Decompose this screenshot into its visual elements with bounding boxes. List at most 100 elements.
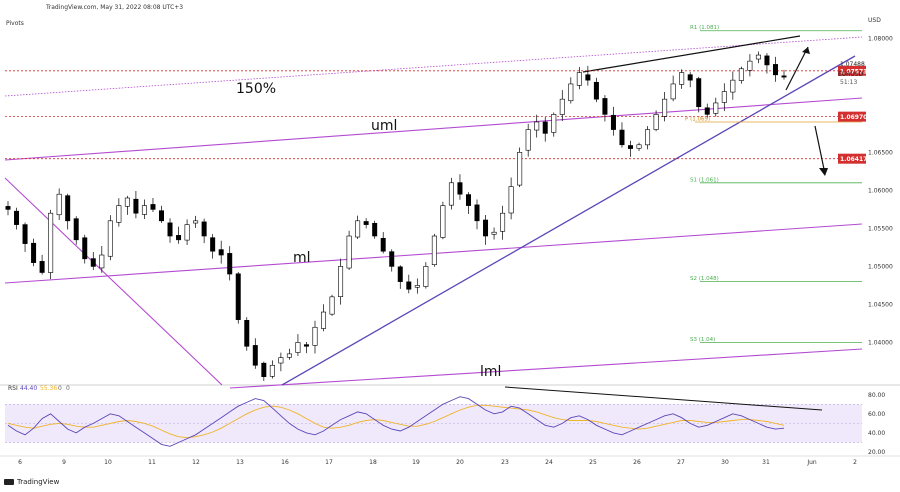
y-tick-label: 1.04500 (868, 301, 893, 308)
candle-body (423, 266, 429, 287)
candle-body (602, 98, 608, 115)
x-tick-label: 26 (633, 459, 641, 466)
candle-body (90, 258, 96, 267)
candle-body (363, 221, 369, 225)
candle-body (269, 364, 275, 377)
candle-body (355, 220, 361, 238)
pivot-level-label: S3 (1.04) (690, 337, 715, 343)
candle-body (261, 362, 267, 377)
level-price-tag (838, 65, 866, 76)
candle-body (107, 220, 113, 257)
down-arrow-head (819, 168, 828, 176)
candle-body (406, 281, 412, 290)
candle-body (414, 285, 420, 288)
candle-body (491, 231, 497, 235)
candle-body (184, 224, 190, 241)
upper-median-line (4, 97, 863, 161)
candle-body (5, 206, 11, 210)
x-tick-label: 16 (281, 459, 289, 466)
x-tick-label: 11 (148, 459, 156, 466)
candle-body (295, 342, 301, 353)
candle-body (124, 197, 130, 207)
candle-body (508, 186, 514, 214)
rsi-header-value: RSI (8, 385, 18, 392)
bar-countdown: 51:13 (840, 79, 857, 86)
candle-body (551, 114, 557, 133)
candle-body (158, 210, 164, 222)
candle-body (525, 129, 531, 151)
candle-body (431, 235, 437, 265)
candle-body (457, 182, 463, 195)
candle-body (687, 74, 693, 81)
candle-body (218, 249, 224, 256)
ascending-trendline (281, 55, 856, 386)
x-tick-label: Jun (806, 459, 817, 466)
y-tick-label: 1.04000 (868, 339, 893, 346)
candle-body (31, 242, 37, 263)
candle-body (483, 219, 489, 237)
level-price-label: 1.07573 (840, 68, 867, 75)
pivot-level-label: R1 (1.081) (690, 25, 719, 31)
down-arrow-shaft (814, 125, 826, 175)
tradingview-logo-icon (4, 479, 14, 485)
x-tick-label: 23 (501, 459, 509, 466)
candle-body (465, 194, 471, 206)
tradingview-logo[interactable]: TradingView (4, 478, 59, 486)
candle-body (500, 212, 506, 232)
candle-body (252, 345, 258, 366)
rsi-y-tick-label: 80.00 (868, 392, 885, 399)
candle-body (312, 326, 318, 346)
candle-body (176, 235, 182, 241)
pitchfork-annotation: ml (293, 250, 311, 266)
candle-body (662, 98, 668, 117)
source-line: TradingView.com, May 31, 2022 08:08 UTC+… (46, 4, 184, 11)
candle-body (56, 193, 62, 216)
level-price-tag (838, 111, 866, 122)
pitchfork-handle-line (4, 177, 223, 386)
candle-body (585, 74, 591, 81)
candle-body (696, 78, 702, 108)
rsi-y-tick-label: 60.00 (868, 411, 885, 418)
pivot-level-label: S2 (1.048) (690, 276, 719, 282)
x-tick-label: 6 (18, 459, 22, 466)
candle-body (346, 235, 352, 269)
x-tick-label: 13 (236, 459, 244, 466)
current-price-label: 1.07488 (840, 61, 865, 68)
candle-body (704, 107, 710, 115)
y-tick-label: 1.06500 (868, 149, 893, 156)
candle-body (321, 311, 327, 329)
rsi-y-tick-label: 40.00 (868, 430, 885, 437)
candle-body (772, 64, 778, 76)
y-tick-label: 1.05500 (868, 225, 893, 232)
candle-body (372, 222, 378, 237)
rsi-header-value: 0 (66, 385, 70, 392)
candle-body (747, 60, 753, 71)
candle-body (244, 320, 250, 347)
rising-resistance-line (582, 35, 801, 73)
x-tick-label: 31 (762, 459, 770, 466)
candle-body (227, 253, 233, 275)
pivot-level-label: S1 (1.061) (690, 177, 719, 183)
candle-body (397, 266, 403, 282)
x-tick-label: 20 (456, 459, 464, 466)
candle-body (99, 254, 105, 269)
level-price-label: 1.06970 (840, 114, 867, 121)
up-arrow-head (802, 47, 810, 54)
x-tick-label: 9 (62, 459, 66, 466)
candle-body (116, 205, 122, 223)
candle-body (645, 129, 651, 146)
x-tick-label: 12 (192, 459, 200, 466)
candle-body (619, 129, 625, 146)
x-tick-label: 25 (589, 459, 597, 466)
candle-body (755, 54, 761, 60)
lower-median-line (229, 348, 863, 389)
candle-body (65, 195, 71, 222)
candle-body (653, 114, 659, 130)
candle-body (389, 251, 395, 267)
candle-body (141, 205, 147, 215)
level-price-tag (838, 153, 866, 164)
candle-body (568, 83, 574, 102)
symbol-label: EURUSD (838, 71, 864, 78)
x-tick-label: 24 (545, 459, 553, 466)
